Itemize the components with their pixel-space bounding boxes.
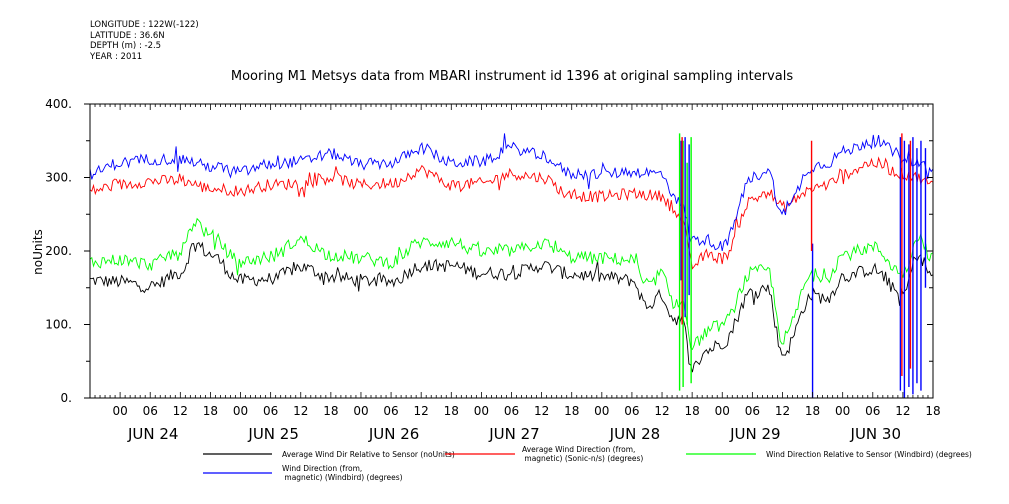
x-hour-label: 18 bbox=[323, 404, 338, 418]
legend-label-3: Wind Direction Relative to Sensor (Windb… bbox=[766, 450, 972, 459]
longitude-text: LONGITUDE : 122W(-122) bbox=[90, 20, 199, 30]
y-tick-label: 0. bbox=[61, 391, 72, 405]
x-hour-label: 00 bbox=[233, 404, 248, 418]
y-tick-label: 400. bbox=[45, 97, 72, 111]
x-day-label: JUN 28 bbox=[609, 425, 660, 443]
y-tick-label: 100. bbox=[45, 318, 72, 332]
x-hour-label: 18 bbox=[564, 404, 579, 418]
x-hour-label: 00 bbox=[474, 404, 489, 418]
x-hour-label: 00 bbox=[835, 404, 850, 418]
year-text: YEAR : 2011 bbox=[90, 51, 143, 62]
y-axis-label: noUnits bbox=[31, 229, 45, 275]
x-hour-label: 06 bbox=[624, 404, 639, 418]
x-day-label: JUN 25 bbox=[247, 425, 298, 443]
x-day-label: JUN 24 bbox=[127, 425, 178, 443]
legend-label-2: Average Wind Direction (from, magnetic) … bbox=[522, 445, 643, 463]
x-hour-label: 12 bbox=[293, 404, 308, 418]
x-hour-label: 12 bbox=[654, 404, 669, 418]
plot-area bbox=[89, 133, 934, 398]
x-hour-label: 00 bbox=[594, 404, 609, 418]
depth-text: DEPTH (m) : -2.5 bbox=[90, 41, 162, 51]
series-line-2 bbox=[89, 156, 934, 270]
x-hour-label: 18 bbox=[203, 404, 218, 418]
axes: 0. 100. 200. 300. 400. 00 06 12 18 00 06 12 18 00 06 12… bbox=[45, 97, 940, 443]
y-tick-label: 300. bbox=[45, 171, 72, 185]
x-hour-label: 12 bbox=[534, 404, 549, 418]
x-hour-label: 06 bbox=[383, 404, 398, 418]
x-hour-label: 06 bbox=[143, 404, 158, 418]
x-hour-label: 00 bbox=[715, 404, 730, 418]
x-hour-label: 06 bbox=[745, 404, 760, 418]
x-hour-label: 12 bbox=[173, 404, 188, 418]
series-line-3 bbox=[89, 217, 934, 351]
x-hour-label: 12 bbox=[414, 404, 429, 418]
x-hour-label: 06 bbox=[263, 404, 278, 418]
x-hour-label: 06 bbox=[865, 404, 880, 418]
series-line-1 bbox=[89, 241, 934, 373]
x-day-label: JUN 26 bbox=[368, 425, 419, 443]
x-hour-label: 00 bbox=[353, 404, 368, 418]
legend: Average Wind Dir Relative to Sensor (noU… bbox=[203, 445, 972, 482]
x-hour-label: 18 bbox=[925, 404, 940, 418]
x-hour-label: 18 bbox=[805, 404, 820, 418]
chart-title: Mooring M1 Metsys data from MBARI instru… bbox=[231, 69, 793, 84]
metadata-block: LONGITUDE : 122W(-122) LATITUDE : 36.6N … bbox=[90, 20, 199, 62]
latitude-text: LATITUDE : 36.6N bbox=[90, 30, 165, 41]
x-hour-label: 12 bbox=[895, 404, 910, 418]
x-hour-label: 00 bbox=[112, 404, 127, 418]
x-day-label: JUN 29 bbox=[729, 425, 780, 443]
x-day-label: JUN 30 bbox=[850, 425, 901, 443]
legend-label-4: Wind Direction (from, magnetic) (Windbir… bbox=[282, 464, 403, 482]
x-hour-label: 18 bbox=[685, 404, 700, 418]
series-line-4 bbox=[89, 133, 934, 251]
y-tick-label: 200. bbox=[45, 244, 72, 258]
legend-label-1: Average Wind Dir Relative to Sensor (noU… bbox=[282, 450, 455, 459]
x-hour-label: 06 bbox=[504, 404, 519, 418]
x-hour-label: 12 bbox=[775, 404, 790, 418]
x-day-label: JUN 27 bbox=[488, 425, 539, 443]
x-hour-label: 18 bbox=[444, 404, 459, 418]
